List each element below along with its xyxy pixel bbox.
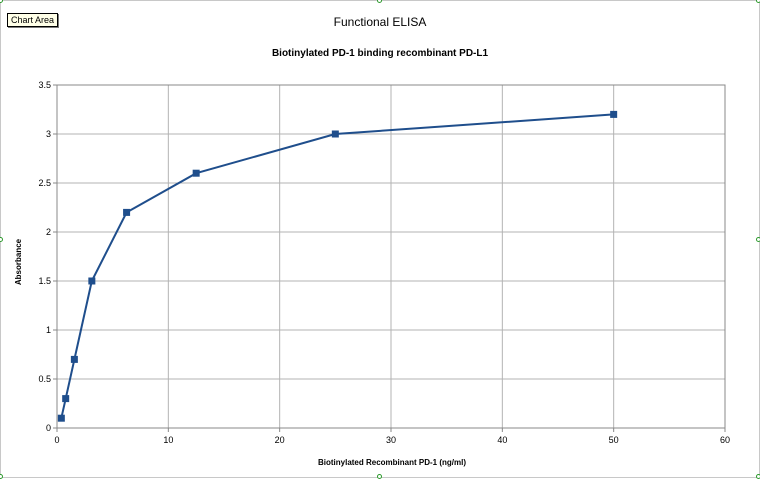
x-tick-label: 20 <box>275 435 285 445</box>
y-tick-label: 1 <box>46 325 51 335</box>
data-point[interactable] <box>123 208 131 216</box>
grid <box>57 85 725 428</box>
y-tick-label: 1.5 <box>38 276 51 286</box>
x-tick-label: 40 <box>497 435 507 445</box>
x-tick-label: 30 <box>386 435 396 445</box>
x-tick-label: 50 <box>609 435 619 445</box>
y-tick-label: 3.5 <box>38 80 51 90</box>
x-tick-label: 60 <box>720 435 730 445</box>
y-tick-label: 0.5 <box>38 374 51 384</box>
data-point[interactable] <box>70 355 78 363</box>
data-series <box>57 110 618 422</box>
x-tick-label: 10 <box>163 435 173 445</box>
chart-subtitle: Biotinylated PD-1 binding recombinant PD… <box>272 48 489 59</box>
data-point[interactable] <box>57 414 65 422</box>
selection-handle-middle-left[interactable] <box>0 237 3 242</box>
axis-ticks: 0 10 20 30 40 50 60 0 0.5 1 1.5 2 2.5 3 3.5 <box>38 80 730 445</box>
y-tick-label: 0 <box>46 423 51 433</box>
data-point[interactable] <box>331 130 339 138</box>
y-tick-label: 2 <box>46 227 51 237</box>
data-point[interactable] <box>88 277 96 285</box>
selection-handle-top-center[interactable] <box>377 0 382 3</box>
selection-handle-top-right[interactable] <box>756 0 760 3</box>
y-tick-label: 3 <box>46 129 51 139</box>
data-point[interactable] <box>192 169 200 177</box>
series-line <box>60 113 614 419</box>
chart-title: Functional ELISA <box>334 15 427 29</box>
x-axis-label: Biotinylated Recombinant PD-1 (ng/ml) <box>318 458 466 467</box>
data-point[interactable] <box>62 395 70 403</box>
y-tick-label: 2.5 <box>38 178 51 188</box>
selection-handle-middle-right[interactable] <box>756 237 760 242</box>
selection-handle-top-left[interactable] <box>0 0 3 3</box>
data-point[interactable] <box>610 110 618 118</box>
chart-area-tooltip: Chart Area <box>7 13 59 27</box>
x-tick-label: 0 <box>54 435 59 445</box>
y-axis-label: Absorbance <box>14 238 23 285</box>
